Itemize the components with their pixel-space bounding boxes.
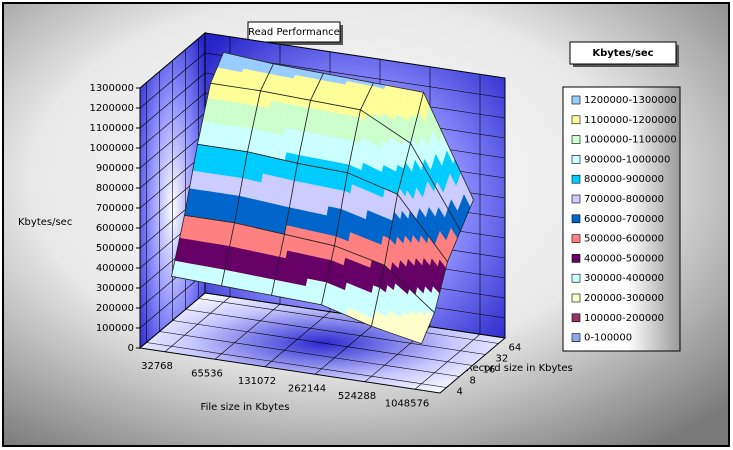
legend-swatch [571, 135, 581, 144]
floor-grid-line [159, 331, 460, 377]
z-tick-label: 1000000 [89, 143, 134, 154]
legend-label: 600000-700000 [584, 214, 664, 225]
y-tick-label: 4 [457, 387, 463, 398]
x-tick-label: 65536 [191, 368, 223, 379]
z-tick-label: 100000 [96, 323, 134, 334]
legend-label: 800000-900000 [584, 174, 664, 185]
y-tick-label: 64 [509, 343, 522, 354]
y-tick-label: 16 [483, 365, 496, 376]
chart-title: Read Performance [248, 27, 340, 38]
x-axis-label: File size in Kbytes [201, 402, 290, 413]
legend-label: 700000-800000 [584, 194, 664, 205]
z-tick-label: 800000 [96, 183, 134, 194]
legend-swatch [571, 273, 581, 283]
legend-swatch [571, 293, 581, 303]
z-tick-label: 1200000 [89, 103, 134, 114]
legend-swatch [571, 214, 581, 224]
legend-label: 900000-1000000 [584, 154, 670, 165]
legend-label: 1100000-1200000 [584, 115, 677, 126]
title-box [247, 21, 341, 43]
legend-swatch [571, 333, 581, 342]
floor-grid-line [172, 320, 473, 366]
z-tick-label: 1100000 [89, 123, 134, 134]
legend-label: 200000-300000 [584, 293, 664, 304]
z-tick-label: 400000 [96, 263, 134, 274]
legend-label: 300000-400000 [584, 273, 664, 284]
x-tick-label: 524288 [338, 391, 376, 402]
legend-swatch [571, 174, 581, 184]
y-tick-label: 8 [470, 376, 476, 387]
z-tick-label: 0 [128, 343, 134, 354]
floor-grid-line [146, 342, 447, 388]
y-axis-label: Record size in Kbytes [466, 363, 573, 374]
legend-label: 1200000-1300000 [584, 95, 677, 106]
legend-label: 0-100000 [584, 333, 632, 344]
legend-swatch [571, 254, 581, 263]
x-tick-label: 131072 [238, 376, 276, 387]
legend-swatch [571, 155, 581, 164]
legend-box [562, 86, 681, 352]
legend-title-box [569, 41, 677, 65]
legend-swatch [571, 194, 581, 204]
z-tick-label: 700000 [96, 203, 134, 214]
x-tick-label: 32768 [141, 361, 173, 372]
legend-swatch [571, 234, 581, 243]
legend-swatch [571, 313, 581, 323]
z-tick-label: 500000 [96, 243, 134, 254]
legend-swatch [571, 95, 581, 105]
z-tick-label: 200000 [96, 303, 134, 314]
legend-label: 500000-600000 [584, 234, 664, 245]
x-tick-label: 1048576 [385, 398, 430, 409]
z-tick-label: 600000 [96, 223, 134, 234]
legend-label: 100000-200000 [584, 313, 664, 324]
floor-grid-line [185, 309, 486, 355]
z-tick-label: 300000 [96, 283, 134, 294]
x-tick-label: 262144 [288, 383, 326, 394]
legend-label: 1000000-1100000 [584, 135, 677, 146]
legend-swatch [571, 115, 581, 125]
y-tick-label: 32 [496, 354, 509, 365]
legend-title: Kbytes/sec [592, 48, 653, 59]
z-tick-label: 900000 [96, 163, 134, 174]
z-tick-label: 1300000 [89, 83, 134, 94]
surface-cell [371, 264, 435, 345]
grid-line [139, 32, 506, 89]
z-axis-label: Kbytes/sec [18, 217, 72, 228]
grid-line [139, 52, 506, 109]
legend-label: 400000-500000 [584, 253, 664, 264]
floor-grid-line [198, 298, 499, 344]
